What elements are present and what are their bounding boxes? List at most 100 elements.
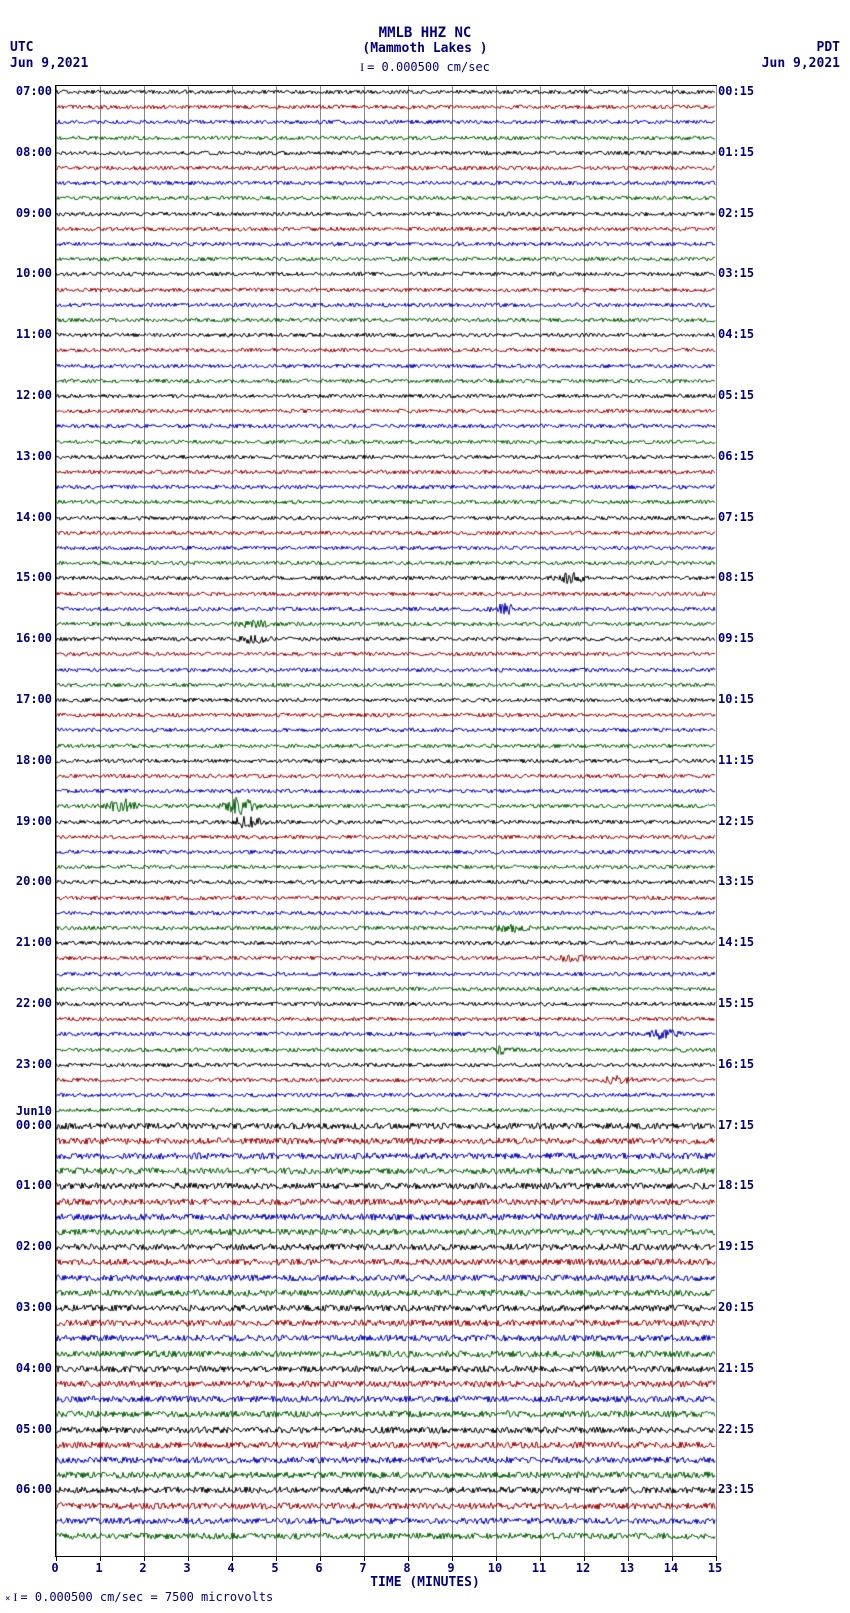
seismic-trace <box>56 1250 716 1274</box>
utc-time-label: 07:00 <box>7 84 52 98</box>
x-tick-label: 7 <box>359 1561 366 1575</box>
scale-label: I = 0.000500 cm/sec <box>0 60 850 75</box>
pdt-time-label: 10:15 <box>718 692 754 706</box>
seismic-trace <box>56 977 716 1001</box>
seismic-trace <box>56 141 716 165</box>
seismic-trace <box>56 1448 716 1472</box>
seismic-trace <box>56 475 716 499</box>
x-tick-label: 15 <box>708 1561 722 1575</box>
header: MMLB HHZ NC (Mammoth Lakes ) I = 0.00050… <box>0 25 850 75</box>
seismic-trace <box>56 825 716 849</box>
seismic-trace <box>56 1068 716 1092</box>
seismic-trace <box>56 490 716 514</box>
x-tick-label: 1 <box>95 1561 102 1575</box>
date-right: Jun 9,2021 <box>762 56 840 71</box>
seismic-trace <box>56 612 716 636</box>
x-tick-label: 0 <box>51 1561 58 1575</box>
pdt-time-label: 19:15 <box>718 1239 754 1253</box>
seismic-trace <box>56 1372 716 1396</box>
utc-time-label: 22:00 <box>7 996 52 1010</box>
utc-time-label: 04:00 <box>7 1361 52 1375</box>
seismic-trace <box>56 855 716 879</box>
seismic-trace <box>56 582 716 606</box>
tz-right: PDT <box>817 40 840 55</box>
station-title: MMLB HHZ NC <box>0 25 850 41</box>
seismic-trace <box>56 506 716 530</box>
seismic-trace <box>56 718 716 742</box>
utc-time-label: 19:00 <box>7 814 52 828</box>
footer-scale: × I = 0.000500 cm/sec = 7500 microvolts <box>5 1590 273 1605</box>
seismic-trace <box>56 384 716 408</box>
seismic-trace <box>56 171 716 195</box>
seismic-trace <box>56 962 716 986</box>
seismic-trace <box>56 901 716 925</box>
seismic-trace <box>56 931 716 955</box>
utc-time-label: 01:00 <box>7 1178 52 1192</box>
seismic-trace <box>56 1357 716 1381</box>
pdt-time-label: 17:15 <box>718 1118 754 1132</box>
x-tick-label: 8 <box>403 1561 410 1575</box>
seismic-trace <box>56 1144 716 1168</box>
pdt-time-label: 05:15 <box>718 388 754 402</box>
seismic-trace <box>56 1463 716 1487</box>
seismic-trace <box>56 703 716 727</box>
seismic-trace <box>56 627 716 651</box>
seismic-trace <box>56 673 716 697</box>
utc-time-label: 03:00 <box>7 1300 52 1314</box>
seismic-trace <box>56 247 716 271</box>
seismic-trace <box>56 110 716 134</box>
seismic-trace <box>56 1311 716 1335</box>
utc-time-label: 20:00 <box>7 874 52 888</box>
seismic-trace <box>56 886 716 910</box>
seismic-trace <box>56 1022 716 1046</box>
seismic-trace <box>56 1402 716 1426</box>
x-tick-label: 5 <box>271 1561 278 1575</box>
seismic-trace <box>56 1220 716 1244</box>
seismic-trace <box>56 764 716 788</box>
utc-time-label: 00:00 <box>7 1118 52 1132</box>
pdt-time-label: 20:15 <box>718 1300 754 1314</box>
seismic-trace <box>56 1083 716 1107</box>
seismic-trace <box>56 536 716 560</box>
pdt-time-label: 01:15 <box>718 145 754 159</box>
x-tick-label: 9 <box>447 1561 454 1575</box>
seismic-trace <box>56 1509 716 1533</box>
x-tick-label: 11 <box>532 1561 546 1575</box>
pdt-time-label: 18:15 <box>718 1178 754 1192</box>
seismic-trace <box>56 1296 716 1320</box>
seismic-trace <box>56 1159 716 1183</box>
seismic-trace <box>56 916 716 940</box>
x-tick-label: 3 <box>183 1561 190 1575</box>
seismic-trace <box>56 551 716 575</box>
seismic-trace <box>56 1418 716 1442</box>
seismic-trace <box>56 597 716 621</box>
x-tick-label: 2 <box>139 1561 146 1575</box>
seismogram-plot <box>55 85 717 1557</box>
seismic-trace <box>56 1174 716 1198</box>
pdt-time-label: 11:15 <box>718 753 754 767</box>
seismic-trace <box>56 1494 716 1518</box>
pdt-time-label: 00:15 <box>718 84 754 98</box>
seismic-trace <box>56 369 716 393</box>
seismic-trace <box>56 779 716 803</box>
date-left: Jun 9,2021 <box>10 56 88 71</box>
seismic-trace <box>56 1205 716 1229</box>
seismic-trace <box>56 126 716 150</box>
utc-time-label: 12:00 <box>7 388 52 402</box>
x-tick-label: 6 <box>315 1561 322 1575</box>
pdt-time-label: 03:15 <box>718 266 754 280</box>
seismic-trace <box>56 95 716 119</box>
seismic-trace <box>56 323 716 347</box>
x-tick-label: 13 <box>620 1561 634 1575</box>
pdt-time-label: 06:15 <box>718 449 754 463</box>
seismic-trace <box>56 1387 716 1411</box>
pdt-time-label: 08:15 <box>718 570 754 584</box>
seismic-trace <box>56 232 716 256</box>
pdt-time-label: 09:15 <box>718 631 754 645</box>
seismic-trace <box>56 1478 716 1502</box>
seismic-trace <box>56 840 716 864</box>
seismic-trace <box>56 1190 716 1214</box>
seismic-trace <box>56 1098 716 1122</box>
seismic-trace <box>56 749 716 773</box>
seismic-trace <box>56 156 716 180</box>
